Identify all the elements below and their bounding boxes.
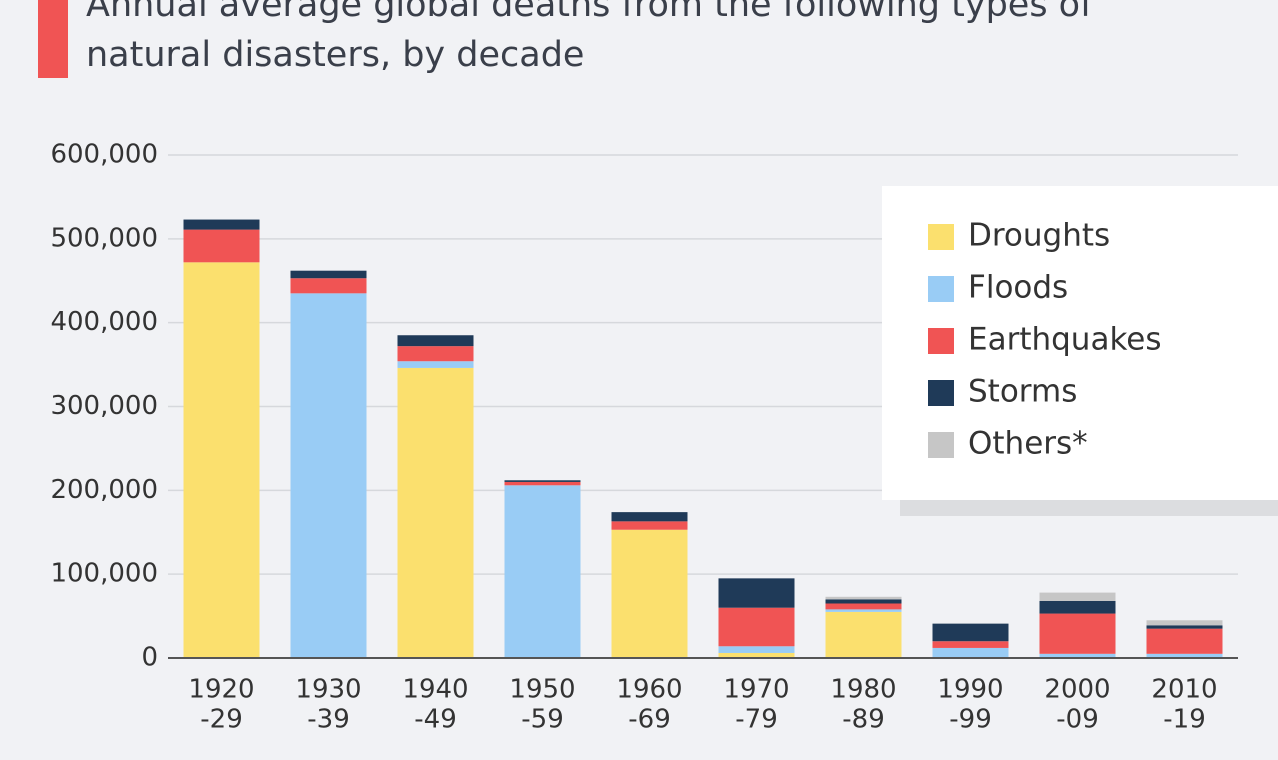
legend-swatch — [928, 328, 954, 354]
y-tick-label: 100,000 — [50, 559, 158, 589]
x-tick-label: 1970 — [723, 675, 789, 705]
chart-title: Annual average global deaths from the fo… — [86, 0, 1093, 75]
x-tick-label: -99 — [949, 705, 991, 735]
x-tick-label: -59 — [521, 705, 563, 735]
bar-segment — [504, 481, 581, 486]
x-tick-label: 1920 — [188, 675, 254, 705]
bar-segment — [1146, 653, 1223, 658]
x-tick-label: 2000 — [1044, 675, 1110, 705]
y-tick-label: 600,000 — [50, 140, 158, 170]
legend-swatch — [928, 432, 954, 458]
bar-segment — [1146, 620, 1223, 626]
bar-segment — [932, 641, 1009, 648]
bar-segment — [825, 611, 902, 658]
bar-segment — [932, 623, 1009, 642]
bar-segment — [825, 596, 902, 600]
bar-segment — [825, 609, 902, 612]
x-tick-label: -29 — [200, 705, 242, 735]
title-accent — [38, 0, 68, 78]
legend-label: Others* — [968, 426, 1088, 462]
x-tick-label: -89 — [842, 705, 884, 735]
bar-segment — [183, 262, 260, 658]
y-tick-label: 500,000 — [50, 223, 158, 253]
bar-segment — [718, 652, 795, 658]
bar-segment — [183, 229, 260, 263]
y-tick-label: 0 — [141, 643, 158, 673]
x-tick-label: -49 — [414, 705, 456, 735]
x-tick-label: -19 — [1163, 705, 1205, 735]
x-tick-label: -39 — [307, 705, 349, 735]
x-tick-label: 1950 — [509, 675, 575, 705]
x-tick-label: 1960 — [616, 675, 682, 705]
bar-segment — [611, 529, 688, 658]
x-tick-label: 1940 — [402, 675, 468, 705]
bar-segment — [611, 512, 688, 522]
bar-segment — [290, 270, 367, 279]
bar-segment — [718, 646, 795, 653]
y-tick-label: 300,000 — [50, 391, 158, 421]
legend-swatch — [928, 224, 954, 250]
bar-segment — [825, 599, 902, 604]
bar-segment — [1146, 628, 1223, 654]
legend-label: Droughts — [968, 218, 1110, 254]
bar-segment — [504, 485, 581, 658]
legend-label: Earthquakes — [968, 322, 1162, 358]
x-tick-label: 1930 — [295, 675, 361, 705]
bar-segment — [718, 578, 795, 608]
bar-segment — [397, 361, 474, 368]
bar-segment — [290, 293, 367, 658]
legend-label: Storms — [968, 374, 1077, 410]
bar-segment — [397, 346, 474, 362]
bar-segment — [718, 607, 795, 647]
bar-segment — [397, 335, 474, 347]
x-tick-label: 1980 — [830, 675, 896, 705]
bar-segment — [504, 480, 581, 482]
bar-segment — [611, 521, 688, 530]
bar-segment — [1039, 592, 1116, 601]
bar-segment — [825, 603, 902, 610]
y-tick-label: 200,000 — [50, 475, 158, 505]
bar-segment — [290, 278, 367, 294]
legend-swatch — [928, 380, 954, 406]
x-tick-label: -09 — [1056, 705, 1098, 735]
bar-segment — [932, 647, 1009, 658]
x-tick-label: -69 — [628, 705, 670, 735]
bar-segment — [1146, 625, 1223, 629]
bar-segment — [1039, 600, 1116, 614]
x-tick-label: -79 — [735, 705, 777, 735]
x-tick-label: 2010 — [1151, 675, 1217, 705]
bar-segment — [1039, 653, 1116, 658]
y-tick-label: 400,000 — [50, 307, 158, 337]
bar-segment — [397, 367, 474, 658]
bar-segment — [1039, 613, 1116, 654]
legend-swatch — [928, 276, 954, 302]
legend-label: Floods — [968, 270, 1068, 306]
x-tick-label: 1990 — [937, 675, 1003, 705]
bar-segment — [183, 219, 260, 230]
